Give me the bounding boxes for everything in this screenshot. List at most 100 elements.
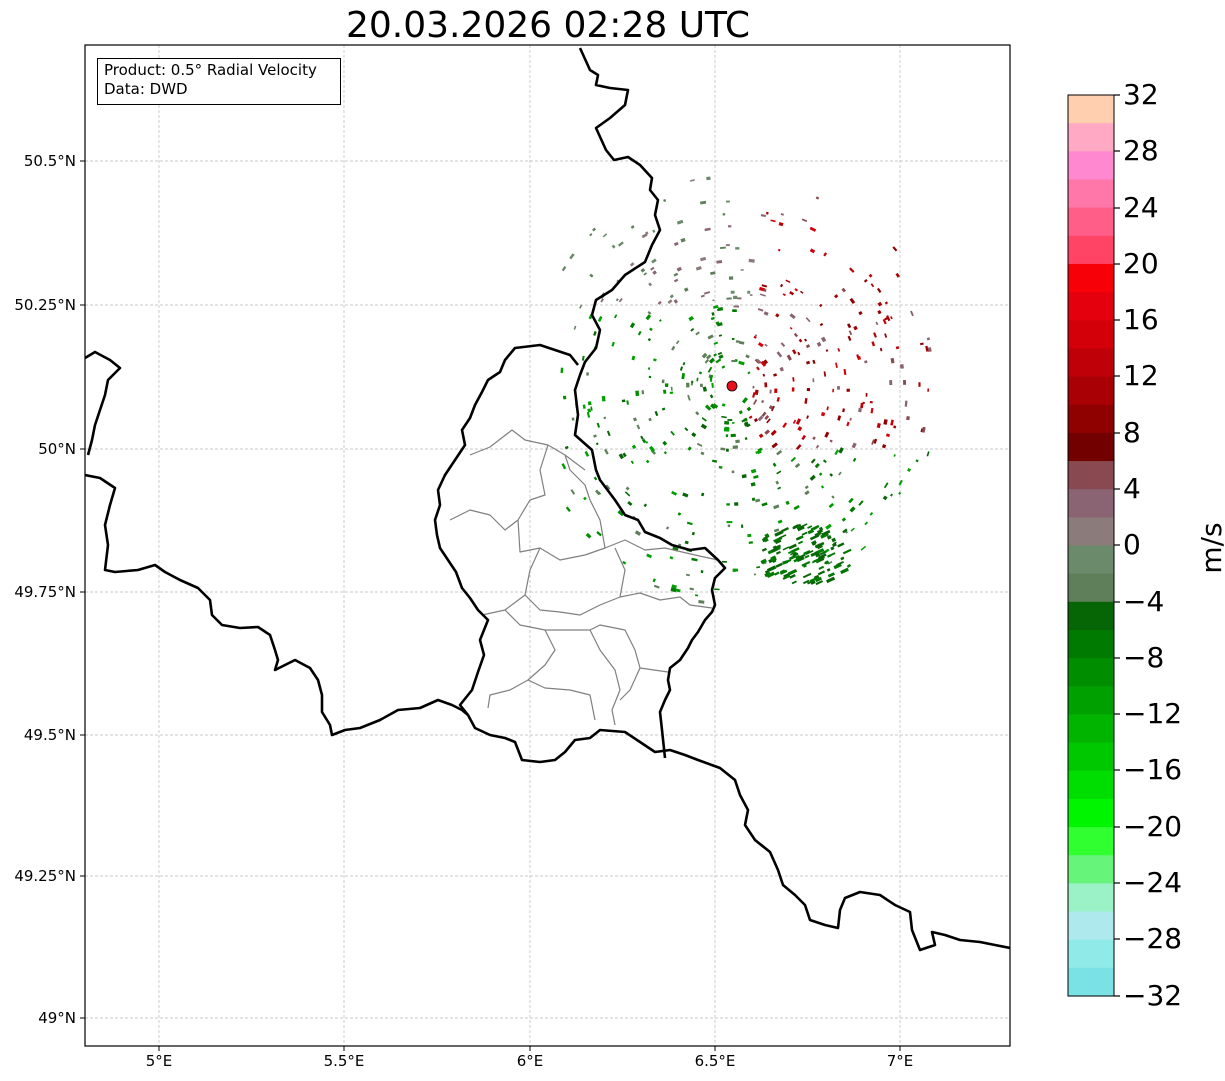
lat-label: 49.75°N [14, 583, 76, 601]
radar-echo [926, 337, 931, 341]
radar-echo [712, 403, 719, 409]
radar-echo [661, 407, 666, 411]
radar-echo [604, 484, 611, 491]
radar-echo [647, 338, 651, 342]
radar-echo [809, 248, 816, 254]
radar-echo [890, 419, 894, 426]
radar-echo [701, 352, 708, 359]
radar-echo [732, 445, 739, 449]
radar-echo [824, 431, 830, 438]
radar-echo [795, 444, 802, 451]
radar-echo [869, 401, 873, 404]
radar-echo [827, 572, 835, 578]
radar-echo [747, 371, 751, 375]
radar-echo [721, 365, 726, 369]
radar-echo [563, 395, 567, 400]
radar-echo [833, 541, 837, 545]
colorbar-tick-label: 8 [1123, 416, 1141, 449]
radar-echo [758, 433, 764, 439]
radar-echo [647, 311, 652, 315]
radar-echo [840, 556, 845, 560]
radar-echo [783, 558, 792, 565]
radar-echo [885, 433, 891, 438]
radar-echo [869, 511, 874, 516]
radar-echo [772, 545, 778, 550]
radar-echo [810, 551, 818, 557]
radar-echo [892, 246, 898, 252]
radar-echo [751, 497, 756, 502]
radar-echo [770, 405, 775, 412]
colorbar-segment [1068, 320, 1114, 350]
radar-echo [645, 314, 652, 321]
radar-echo [698, 600, 705, 604]
radar-echo [621, 399, 626, 403]
lon-label: 5.5°E [323, 1052, 365, 1070]
map-background [85, 45, 1010, 1046]
radar-echo [837, 415, 842, 421]
radar-echo [782, 574, 791, 580]
radar-echo [803, 579, 810, 585]
radar-echo [700, 570, 704, 574]
radar-echo [720, 246, 726, 249]
radar-echo [825, 349, 829, 352]
radar-echo [701, 492, 705, 497]
radar-echo [822, 459, 827, 464]
radar-echo [804, 338, 808, 342]
radar-echo [733, 295, 738, 300]
radar-echo [794, 288, 799, 292]
radar-echo [732, 421, 735, 424]
colorbar-segment [1068, 545, 1114, 575]
radar-echo [774, 388, 778, 393]
radar-echo [886, 315, 891, 322]
radar-echo [807, 525, 813, 529]
radar-echo [817, 545, 823, 550]
radar-echo [778, 222, 784, 227]
radar-echo [750, 468, 757, 474]
radar-echo [812, 359, 816, 364]
radar-echo [860, 545, 867, 551]
radar-echo [775, 480, 780, 485]
radar-echo [883, 419, 888, 425]
colorbar-segment [1068, 967, 1114, 997]
radar-echo [704, 404, 712, 411]
colorbar-segment [1068, 151, 1114, 181]
radar-echo [773, 536, 783, 543]
radar-echo [786, 354, 792, 361]
colorbar-tick-label: −16 [1123, 753, 1183, 786]
radar-echo [565, 506, 571, 512]
radar-echo [890, 316, 893, 320]
radar-echo [690, 383, 693, 386]
colorbar-segment [1068, 207, 1114, 237]
radar-echo [776, 470, 782, 475]
radar-echo [814, 531, 822, 537]
radar-echo [793, 524, 800, 530]
radar-echo [788, 549, 795, 555]
radar-echo [625, 486, 630, 491]
radar-echo [653, 358, 657, 362]
radar-echo [771, 442, 778, 449]
radar-echo [773, 504, 780, 510]
radar-echo [789, 574, 796, 579]
radar-echo [775, 313, 780, 318]
radar-echo [842, 548, 852, 555]
radar-echo [838, 447, 844, 454]
radar-echo [606, 430, 611, 437]
radar-echo [677, 512, 682, 516]
radar-echo [589, 233, 593, 237]
radar-echo [711, 382, 714, 388]
colorbar-segment [1068, 601, 1114, 631]
radar-echo [745, 423, 751, 428]
colorbar-segment [1068, 461, 1114, 490]
radar-echo [587, 408, 592, 413]
radar-echo [841, 287, 847, 293]
radar-echo [728, 225, 732, 228]
country-borders [85, 47, 1010, 952]
radar-echo [695, 411, 700, 416]
radar-echo [832, 388, 835, 393]
radar-echo [816, 341, 822, 347]
colorbar-tick-label: −24 [1123, 866, 1183, 899]
radar-echo [669, 556, 674, 560]
radar-echo [600, 298, 604, 303]
radar-echo [724, 420, 730, 425]
radar-echo [690, 179, 695, 182]
